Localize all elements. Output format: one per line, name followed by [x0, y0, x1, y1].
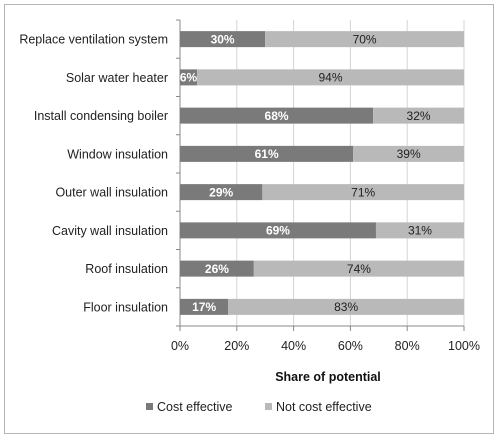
x-tick-label: 60%: [338, 339, 363, 353]
data-label: 29%: [209, 185, 233, 199]
legend-label: Not cost effective: [276, 400, 372, 414]
data-label: 70%: [353, 32, 377, 46]
bar-not-cost-effective: [353, 145, 464, 162]
bar-not-cost-effective: [375, 222, 464, 239]
x-tick-label: 0%: [171, 339, 189, 353]
category-label: Replace ventilation system: [19, 33, 168, 47]
x-tick-label: 100%: [448, 339, 480, 353]
data-label: 26%: [205, 262, 229, 276]
legend-label: Cost effective: [157, 400, 233, 414]
bar-not-cost-effective: [228, 298, 464, 315]
x-tick-label: 20%: [224, 339, 249, 353]
legend-swatch: [146, 403, 153, 410]
category-label: Roof insulation: [85, 262, 168, 276]
category-label: Floor insulation: [83, 300, 168, 314]
x-axis-title: Share of potential: [275, 370, 381, 384]
category-label: Solar water heater: [66, 71, 168, 85]
bars: [180, 31, 465, 315]
data-label: 69%: [266, 224, 290, 238]
category-label: Install condensing boiler: [34, 109, 168, 123]
gridlines: [176, 19, 465, 331]
data-label: 71%: [351, 185, 375, 199]
data-label: 39%: [397, 147, 421, 161]
data-label: 32%: [407, 109, 431, 123]
bar-not-cost-effective: [253, 260, 464, 277]
data-label: 17%: [192, 300, 216, 314]
data-label: 31%: [408, 224, 432, 238]
category-label: Cavity wall insulation: [52, 224, 168, 238]
labels: 0% 20% 40% 60% 80% 100% Replace ventilation sy…: [19, 32, 480, 353]
legend-swatch: [265, 403, 272, 410]
data-label: 30%: [211, 32, 235, 46]
bar-cost-effective: [180, 260, 254, 277]
data-label: 74%: [347, 262, 371, 276]
bar-cost-effective: [180, 184, 263, 201]
category-label: Window insulation: [67, 147, 168, 161]
data-label: 83%: [334, 300, 358, 314]
legend: Cost effective Not cost effective: [146, 400, 372, 414]
bar-cost-effective: [180, 222, 376, 239]
bar-not-cost-effective: [262, 184, 464, 201]
bar-not-cost-effective: [265, 31, 464, 48]
data-label: 68%: [265, 109, 289, 123]
bar-cost-effective: [180, 69, 198, 86]
bar-cost-effective: [180, 145, 354, 162]
data-label: 61%: [255, 147, 279, 161]
bar-cost-effective: [180, 298, 229, 315]
x-tick-label: 80%: [395, 339, 420, 353]
bar-not-cost-effective: [373, 107, 464, 124]
data-label: 6%: [180, 71, 198, 85]
data-label: 94%: [319, 71, 343, 85]
x-tick-label: 40%: [281, 339, 306, 353]
bar-not-cost-effective: [197, 69, 465, 86]
category-label: Outer wall insulation: [55, 186, 168, 200]
bar-cost-effective: [180, 31, 266, 48]
bar-cost-effective: [180, 107, 374, 124]
